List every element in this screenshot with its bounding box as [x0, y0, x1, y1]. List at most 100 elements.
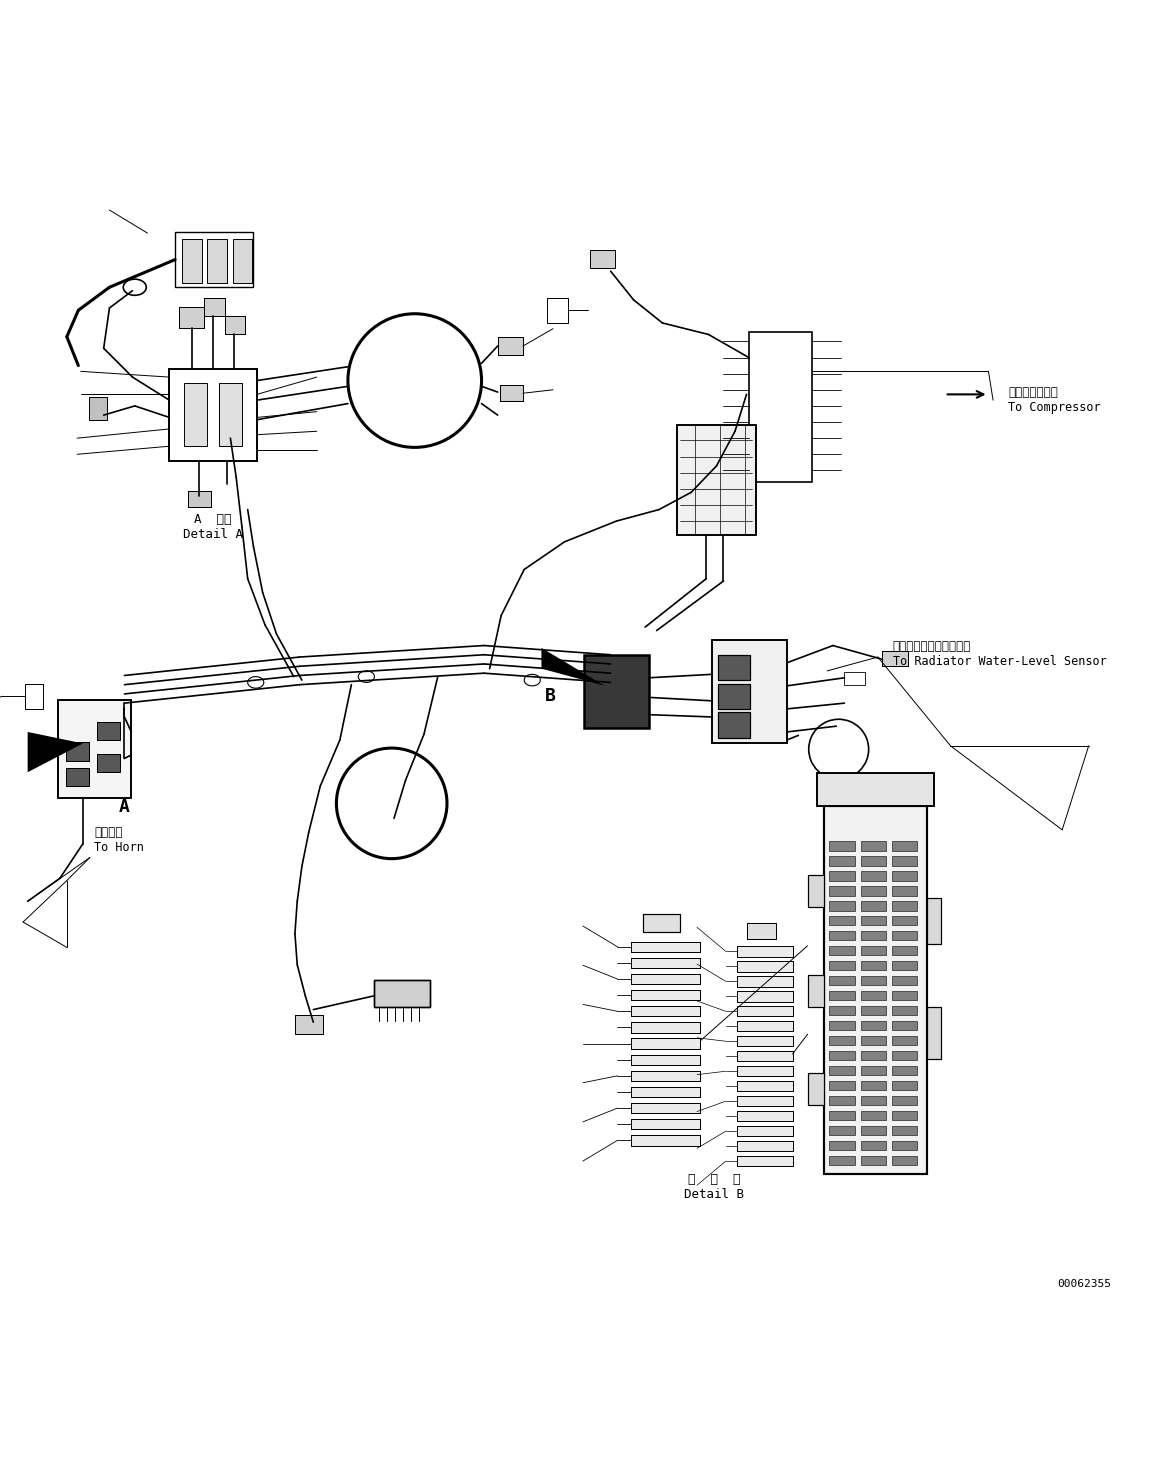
- Bar: [632, 990, 700, 1000]
- Bar: [829, 872, 855, 881]
- Bar: [183, 238, 201, 283]
- Bar: [861, 901, 886, 910]
- Bar: [498, 337, 523, 355]
- Bar: [807, 1073, 823, 1106]
- Bar: [632, 1103, 700, 1113]
- Bar: [829, 961, 855, 971]
- Bar: [737, 977, 793, 987]
- Bar: [892, 842, 918, 851]
- Bar: [204, 297, 224, 317]
- Bar: [892, 931, 918, 940]
- Bar: [97, 722, 120, 740]
- Bar: [892, 1156, 918, 1165]
- Bar: [892, 961, 918, 971]
- Bar: [677, 425, 756, 534]
- Bar: [861, 1006, 886, 1015]
- Bar: [737, 1066, 793, 1076]
- Bar: [892, 1126, 918, 1135]
- Bar: [829, 1126, 855, 1135]
- Bar: [892, 1006, 918, 1015]
- Text: A: A: [119, 798, 130, 815]
- Bar: [829, 1006, 855, 1015]
- Bar: [176, 232, 254, 287]
- Bar: [737, 1126, 793, 1137]
- Bar: [548, 297, 568, 323]
- Bar: [807, 975, 823, 1008]
- Bar: [718, 712, 750, 737]
- Bar: [187, 491, 211, 508]
- Text: 日  詳  細
Detail B: 日 詳 細 Detail B: [684, 1174, 744, 1200]
- Bar: [892, 887, 918, 895]
- Bar: [829, 842, 855, 851]
- Bar: [861, 1080, 886, 1091]
- Bar: [737, 961, 793, 971]
- Bar: [58, 700, 131, 798]
- Bar: [807, 975, 823, 1008]
- Bar: [829, 1080, 855, 1091]
- Text: ラジエータ水位センサへ
To Radiator Water-Level Sensor: ラジエータ水位センサへ To Radiator Water-Level Sens…: [893, 639, 1106, 667]
- Bar: [829, 1141, 855, 1150]
- Bar: [749, 332, 812, 482]
- Bar: [892, 916, 918, 925]
- Text: コンプレッサへ
To Compressor: コンプレッサへ To Compressor: [1008, 386, 1100, 414]
- Bar: [861, 1021, 886, 1030]
- Bar: [718, 712, 750, 737]
- Bar: [737, 1080, 793, 1091]
- Bar: [677, 425, 756, 534]
- Bar: [861, 872, 886, 881]
- Bar: [500, 385, 523, 401]
- Polygon shape: [542, 648, 605, 685]
- Bar: [632, 941, 700, 952]
- Bar: [927, 1008, 941, 1060]
- Bar: [829, 1156, 855, 1165]
- Bar: [892, 992, 918, 1000]
- Bar: [892, 1080, 918, 1091]
- Bar: [883, 651, 908, 666]
- Bar: [632, 1086, 700, 1097]
- Bar: [643, 915, 679, 932]
- Bar: [632, 1119, 700, 1129]
- Bar: [861, 1111, 886, 1120]
- Bar: [737, 1141, 793, 1151]
- Bar: [632, 1119, 700, 1129]
- Bar: [829, 916, 855, 925]
- Bar: [632, 1135, 700, 1146]
- Bar: [718, 684, 750, 709]
- Bar: [927, 898, 941, 944]
- Bar: [829, 1066, 855, 1076]
- Bar: [807, 875, 823, 907]
- Bar: [861, 946, 886, 956]
- Bar: [807, 875, 823, 907]
- Bar: [295, 1015, 322, 1033]
- Bar: [737, 946, 793, 956]
- Bar: [737, 1036, 793, 1046]
- Bar: [737, 1156, 793, 1166]
- Bar: [737, 992, 793, 1002]
- Bar: [737, 977, 793, 987]
- Bar: [737, 1051, 793, 1061]
- Bar: [374, 980, 429, 1008]
- Bar: [861, 1051, 886, 1060]
- Bar: [65, 768, 88, 786]
- Bar: [737, 1036, 793, 1046]
- Bar: [892, 977, 918, 986]
- Bar: [718, 684, 750, 709]
- Bar: [632, 1070, 700, 1080]
- Bar: [737, 1006, 793, 1017]
- Bar: [829, 931, 855, 940]
- Bar: [737, 1021, 793, 1032]
- Bar: [65, 743, 88, 761]
- Polygon shape: [28, 733, 83, 773]
- Bar: [892, 946, 918, 956]
- Bar: [829, 1036, 855, 1045]
- Bar: [632, 1023, 700, 1033]
- Bar: [712, 639, 787, 743]
- Bar: [632, 990, 700, 1000]
- Bar: [737, 1006, 793, 1017]
- Bar: [207, 238, 227, 283]
- Bar: [861, 916, 886, 925]
- Bar: [892, 901, 918, 910]
- Bar: [861, 961, 886, 971]
- Bar: [632, 1006, 700, 1017]
- Bar: [632, 1023, 700, 1033]
